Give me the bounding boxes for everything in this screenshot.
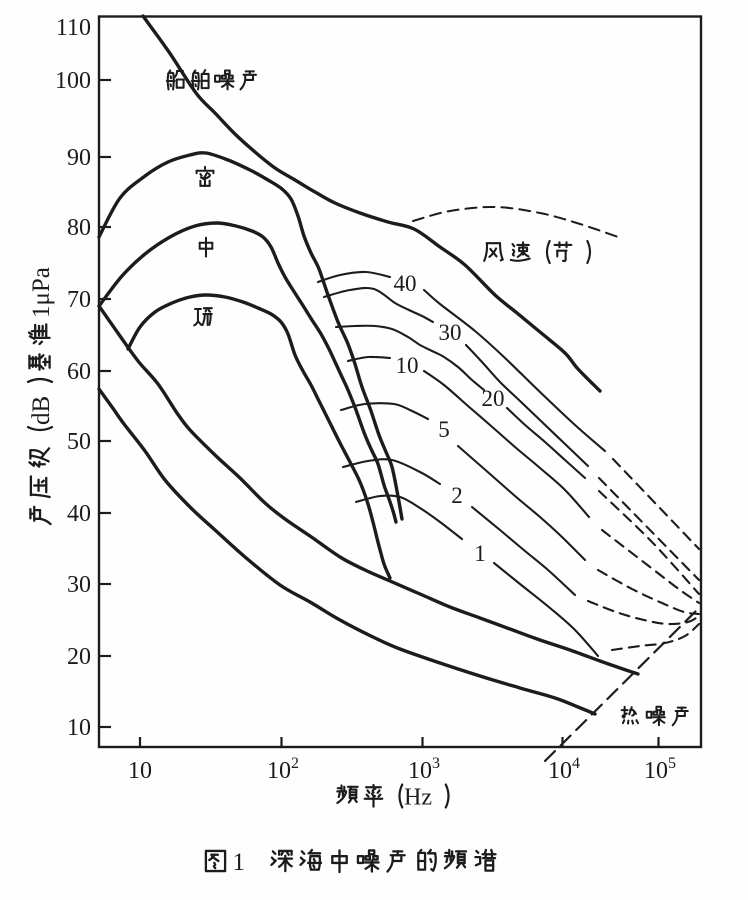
svg-text:110: 110 [56, 15, 91, 41]
svg-text:5: 5 [438, 417, 450, 442]
svg-text:1: 1 [474, 541, 486, 566]
svg-text:60: 60 [67, 359, 91, 385]
svg-text:20: 20 [482, 386, 505, 411]
svg-text:40: 40 [67, 501, 91, 527]
svg-text:100: 100 [55, 68, 91, 94]
svg-text:1μPa: 1μPa [28, 267, 55, 318]
svg-text:104: 104 [548, 755, 580, 784]
svg-text:70: 70 [67, 287, 91, 313]
svg-text:50: 50 [67, 429, 91, 455]
svg-text:30: 30 [439, 320, 462, 345]
svg-text:10: 10 [128, 758, 152, 784]
svg-text:Hz: Hz [404, 785, 432, 811]
svg-text:10: 10 [67, 715, 91, 741]
svg-text:20: 20 [67, 644, 91, 670]
svg-text:80: 80 [67, 215, 91, 241]
svg-text:dB: dB [28, 396, 55, 425]
svg-text:40: 40 [394, 271, 417, 296]
svg-text:1: 1 [233, 849, 246, 876]
svg-text:30: 30 [67, 572, 91, 598]
svg-text:10: 10 [396, 353, 419, 378]
svg-text:2: 2 [451, 483, 463, 508]
svg-text:90: 90 [67, 145, 91, 171]
